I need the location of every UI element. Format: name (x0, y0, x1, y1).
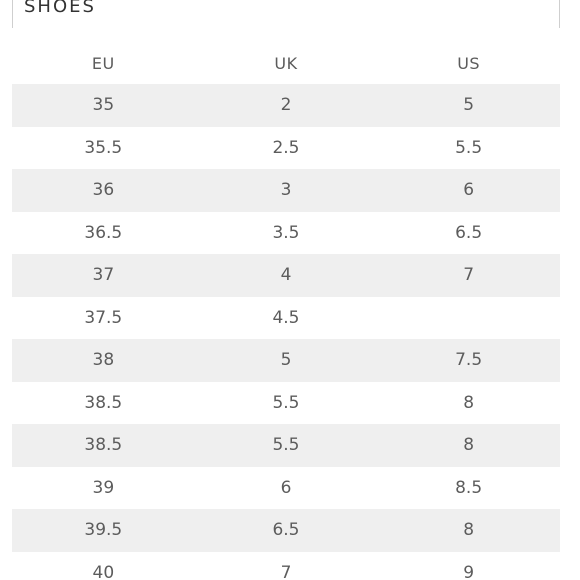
size-cell-eu: 38.5 (84, 435, 123, 456)
size-cell-uk: 4 (280, 265, 292, 286)
size-table: EU UK US 35 2 5 35.5 2.5 5.5 36 3 6 36.5 3.5 6.5 37 4… (12, 42, 560, 580)
table-header-row: EU UK US (12, 42, 560, 84)
table-row: 40 7 9 (12, 552, 560, 580)
size-cell-uk: 5.5 (272, 435, 300, 456)
size-cell-eu: 36.5 (84, 222, 123, 243)
size-cell-uk: 6 (280, 477, 292, 498)
size-cell-eu: 38.5 (84, 392, 123, 413)
size-cell-eu: 37.5 (84, 307, 123, 328)
size-cell-uk: 5 (280, 350, 292, 371)
size-cell-us: 5.5 (455, 137, 483, 158)
column-header-us: US (457, 53, 481, 73)
size-cell-us: 6.5 (455, 222, 483, 243)
table-row: 39.5 6.5 8 (12, 509, 560, 552)
table-row: 38.5 5.5 8 (12, 382, 560, 425)
table-row: 38 5 7.5 (12, 339, 560, 382)
size-cell-eu: 38 (92, 350, 115, 371)
size-cell-eu: 40 (92, 562, 115, 580)
table-row: 39 6 8.5 (12, 467, 560, 510)
table-row: 35 2 5 (12, 84, 560, 127)
table-row: 37.5 4.5 (12, 297, 560, 340)
size-cell-us: 6 (463, 180, 475, 201)
size-cell-uk: 3.5 (272, 222, 300, 243)
column-header-uk: UK (274, 53, 298, 73)
size-cell-uk: 2.5 (272, 137, 300, 158)
size-cell-us: 8 (463, 392, 475, 413)
size-cell-eu: 37 (92, 265, 115, 286)
size-cell-us: 8.5 (455, 477, 483, 498)
table-row: 36.5 3.5 6.5 (12, 212, 560, 255)
size-cell-eu: 39 (92, 477, 115, 498)
size-cell-eu: 35 (92, 95, 115, 116)
size-cell-eu: 39.5 (84, 520, 123, 541)
table-body: 35 2 5 35.5 2.5 5.5 36 3 6 36.5 3.5 6.5 37 4 7 37.5 4.5 3… (12, 84, 560, 580)
table-row: 37 4 7 (12, 254, 560, 297)
size-cell-us: 9 (463, 562, 475, 580)
size-cell-us: 7 (463, 265, 475, 286)
size-cell-uk: 6.5 (272, 520, 300, 541)
table-row: 36 3 6 (12, 169, 560, 212)
section-header[interactable] (12, 0, 560, 28)
size-cell-us: 8 (463, 520, 475, 541)
column-header-eu: EU (91, 53, 115, 73)
table-row: 38.5 5.5 8 (12, 424, 560, 467)
size-cell-uk: 5.5 (272, 392, 300, 413)
section-title: SHOES (24, 0, 96, 17)
size-cell-uk: 7 (280, 562, 292, 580)
size-cell-us: 5 (463, 95, 475, 116)
size-cell-uk: 4.5 (272, 307, 300, 328)
size-cell-uk: 3 (280, 180, 292, 201)
size-cell-uk: 2 (280, 95, 292, 116)
size-cell-eu: 36 (92, 180, 115, 201)
size-cell-us: 7.5 (455, 350, 483, 371)
size-cell-eu: 35.5 (84, 137, 123, 158)
size-cell-us: 8 (463, 435, 475, 456)
table-row: 35.5 2.5 5.5 (12, 127, 560, 170)
